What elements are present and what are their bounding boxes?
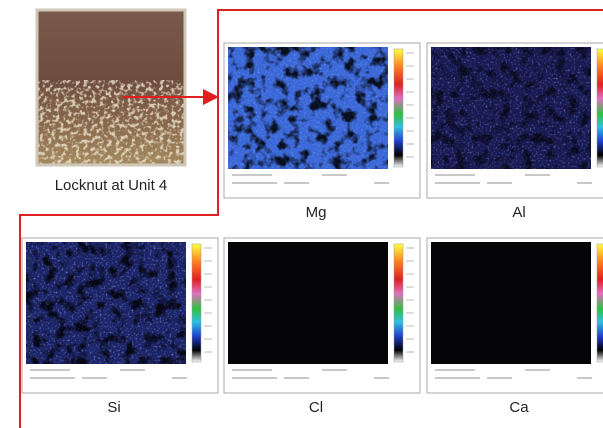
map-image xyxy=(431,242,591,364)
panel-label: Mg xyxy=(306,204,327,221)
photo xyxy=(37,10,185,165)
element-map xyxy=(224,238,420,393)
panel-label: Al xyxy=(512,204,525,221)
color-scale xyxy=(597,244,603,362)
panel-label: Ca xyxy=(509,399,529,416)
element-map xyxy=(427,238,603,393)
element-map xyxy=(427,43,603,198)
element-map xyxy=(224,43,420,198)
map-image xyxy=(228,242,388,364)
color-scale xyxy=(394,49,403,167)
color-scale xyxy=(597,49,603,167)
photo-caption: Locknut at Unit 4 xyxy=(55,177,168,194)
panel-label: Cl xyxy=(309,399,323,416)
element-map xyxy=(22,238,218,393)
color-scale xyxy=(394,244,403,362)
figure: Locknut at Unit 4 Mg Al Si Cl Ca xyxy=(0,0,603,428)
map-spots xyxy=(431,47,591,169)
panel-label: Si xyxy=(107,399,120,416)
map-spots xyxy=(26,242,186,364)
color-scale xyxy=(192,244,201,362)
map-spots xyxy=(228,47,388,169)
